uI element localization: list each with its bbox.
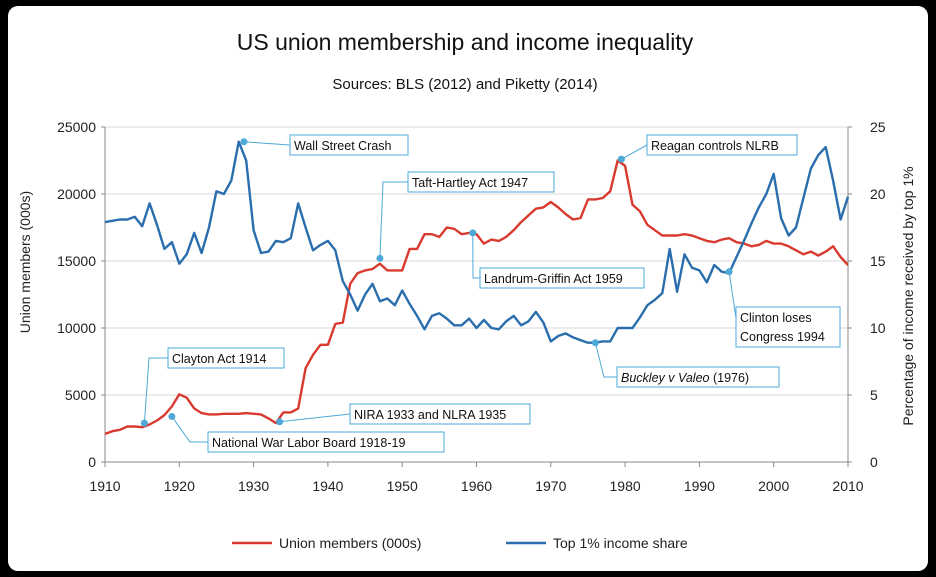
x-tick-labels: 1910 1920 1930 1940 1950 1960 1970 1980 1990 2000… — [89, 478, 863, 494]
legend: Union members (000s) Top 1% income share — [232, 535, 688, 551]
chart-subtitle: Sources: BLS (2012) and Piketty (2014) — [332, 76, 597, 93]
legend-label: Top 1% income share — [553, 535, 688, 551]
y2-tick-label: 20 — [870, 186, 886, 202]
annotation-marker — [276, 418, 284, 426]
chart-frame — [8, 6, 928, 571]
y-tick-label: 10000 — [57, 320, 96, 336]
annotation-leader — [728, 271, 737, 319]
annotation-leader — [143, 357, 168, 424]
x-tick-label: 1940 — [312, 478, 343, 494]
series-lines — [104, 140, 850, 436]
annotation-box — [735, 306, 841, 348]
annotation-text: Clayton Act 1914 — [172, 352, 267, 366]
y-tick-label: 25000 — [57, 119, 96, 135]
y2-tick-label: 5 — [870, 387, 878, 403]
y-tick-label: 15000 — [57, 253, 96, 269]
y2-tick-label: 10 — [870, 320, 886, 336]
annotation: Wall Street Crash — [240, 134, 409, 156]
annotation-box — [407, 171, 555, 193]
annotation: National War Labor Board 1918-19 — [168, 412, 445, 453]
series-line-top1-income-share — [104, 140, 850, 344]
annotation: Clinton loses Congress 1994 — [725, 268, 841, 348]
annotation-leader — [472, 232, 480, 279]
annotation-leader — [243, 141, 291, 146]
annotation-marker — [376, 254, 384, 262]
x-tick-label: 1960 — [461, 478, 492, 494]
annotation-text: Taft-Hartley Act 1947 — [412, 176, 528, 190]
annotation: Landrum-Griffin Act 1959 — [469, 229, 645, 289]
annotation: Reagan controls NLRB — [617, 134, 798, 163]
x-tick-label: 1910 — [89, 478, 120, 494]
annotation-text: Clinton loses — [740, 311, 812, 325]
annotation-leader — [594, 342, 617, 378]
annotation-marker — [725, 268, 733, 276]
annotation-box — [167, 347, 285, 369]
annotation-marker — [240, 138, 248, 146]
series-line-union-members — [104, 159, 849, 436]
y-tick-labels: 0 5000 10000 15000 20000 25000 — [57, 119, 96, 470]
annotation-marker — [140, 419, 148, 427]
annotation-marker — [617, 155, 625, 163]
annotation: Clayton Act 1914 — [140, 347, 285, 427]
annotation: Taft-Hartley Act 1947 — [376, 171, 555, 262]
annotation-box — [616, 366, 780, 388]
x-tick-label: 1930 — [238, 478, 269, 494]
annotation-leader — [279, 413, 351, 423]
annotation-box — [479, 267, 645, 289]
y2-tick-label: 15 — [870, 253, 886, 269]
annotation-text: NIRA 1933 and NLRA 1935 — [354, 408, 506, 422]
annotation-marker — [168, 412, 176, 420]
annotation: Buckley v Valeo (1976) — [591, 339, 780, 388]
y-tick-label: 0 — [88, 454, 96, 470]
legend-label: Union members (000s) — [279, 535, 421, 551]
annotation-text: Buckley v Valeo (1976) — [621, 371, 749, 385]
annotation-box — [646, 134, 798, 156]
x-tick-label: 1950 — [387, 478, 418, 494]
y2-tick-label: 25 — [870, 119, 886, 135]
annotation-text-line2: Congress 1994 — [740, 330, 825, 344]
annotation: NIRA 1933 and NLRA 1935 — [276, 403, 531, 426]
annotation-marker — [591, 339, 599, 347]
annotation-text: Reagan controls NLRB — [651, 139, 779, 153]
annotation-text: Landrum-Griffin Act 1959 — [484, 272, 623, 286]
y2-tick-labels: 0 5 10 15 20 25 — [870, 119, 886, 470]
annotation-box — [289, 134, 409, 156]
y-axis-label: Union members (000s) — [17, 191, 33, 333]
y2-tick-label: 0 — [870, 454, 878, 470]
x-tick-label: 1970 — [535, 478, 566, 494]
annotation-box — [207, 431, 445, 453]
annotation-text: Wall Street Crash — [294, 139, 392, 153]
y2-axis-label: Percentage of income received by top 1% — [900, 166, 916, 425]
annotation-marker — [469, 229, 477, 237]
annotation-leader — [379, 181, 408, 259]
x-tick-label: 2000 — [758, 478, 789, 494]
annotations: Wall Street Crash Taft-Hartley Act 1947 Re… — [140, 134, 841, 453]
x-tick-label: 1920 — [164, 478, 195, 494]
y-tick-label: 20000 — [57, 186, 96, 202]
annotation-leader — [171, 416, 208, 443]
y-tick-label: 5000 — [65, 387, 96, 403]
x-tick-label: 1980 — [610, 478, 641, 494]
annotation-box — [349, 403, 531, 425]
annotation-text: National War Labor Board 1918-19 — [212, 436, 405, 450]
x-tick-label: 1990 — [684, 478, 715, 494]
axes — [101, 126, 852, 467]
annotation-leader — [621, 144, 648, 160]
x-tick-label: 2010 — [832, 478, 863, 494]
chart-title: US union membership and income inequalit… — [237, 29, 694, 55]
